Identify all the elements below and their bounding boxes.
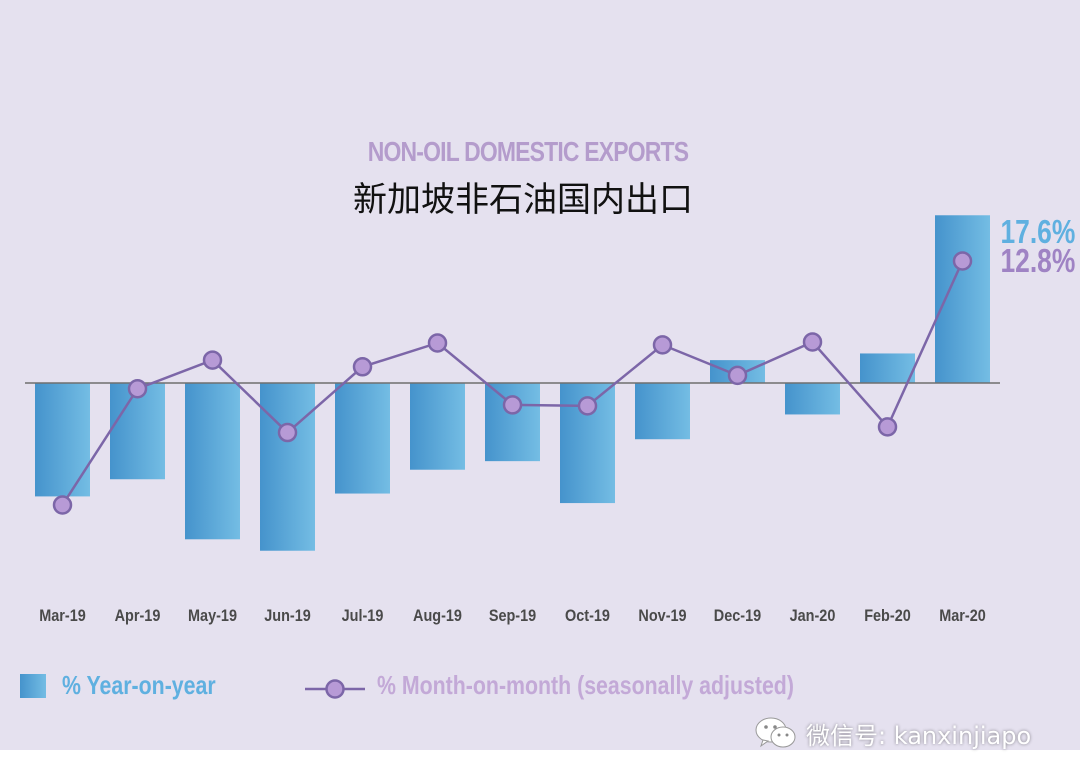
bar-sep-19: [485, 383, 540, 462]
x-tick-label: May-19: [188, 607, 237, 625]
bar-jul-19: [335, 383, 390, 494]
mom-point-jul-19: [352, 357, 373, 377]
bar-feb-20: [860, 353, 915, 383]
mom-point-apr-19: [127, 378, 148, 399]
x-tick-label: Mar-20: [939, 607, 986, 625]
bar-jan-20: [785, 383, 840, 415]
mom-point-nov-19: [652, 335, 673, 355]
legend-swatch-mom: [305, 679, 365, 699]
bar-nov-19: [635, 383, 690, 440]
x-tick-label: Sep-19: [489, 607, 537, 625]
legend-swatch-yoy: [20, 674, 46, 698]
chart-plot: Mar-19 Apr-19 May-19 Jun-19 Jul-19 Aug-19 Sep-…: [25, 214, 1076, 625]
x-tick-label: Jan-20: [790, 607, 836, 625]
bar-may-19: [185, 383, 240, 540]
chart-subtitle: 新加坡非石油国内出口: [353, 180, 693, 220]
mom-point-mar-19: [52, 495, 73, 515]
mom-point-jan-20: [802, 332, 823, 352]
bar-apr-19: [110, 383, 165, 480]
x-tick-label: Feb-20: [864, 607, 911, 625]
data-label-yoy-last: 17.6%: [1001, 214, 1076, 250]
mom-point-feb-20: [877, 417, 898, 437]
x-tick-label: Mar-19: [39, 607, 86, 625]
data-label-mom-last: 12.8%: [1001, 243, 1076, 279]
mom-point-may-19: [202, 350, 223, 370]
bar-mar-19: [35, 383, 90, 497]
watermark-text: 微信号: kanxinjiapo: [806, 721, 1032, 750]
x-tick-label: Aug-19: [413, 607, 462, 625]
mom-point-sep-19: [502, 395, 523, 415]
mom-point-oct-19: [577, 396, 598, 416]
x-tick-label: Jun-19: [264, 607, 311, 625]
bar-mar-20: [935, 215, 990, 383]
bar-jun-19: [260, 383, 315, 551]
legend-label-yoy: % Year-on-year: [62, 670, 216, 700]
x-tick-label: Nov-19: [638, 607, 686, 625]
chart-title: NON-OIL DOMESTIC EXPORTS: [367, 136, 689, 167]
mom-point-dec-19: [727, 365, 748, 386]
mom-point-mar-20: [952, 251, 973, 271]
mom-point-aug-19: [427, 333, 448, 353]
watermark: 微信号: kanxinjiapo: [754, 713, 1031, 753]
x-tick-label: Apr-19: [115, 607, 161, 625]
x-tick-label: Oct-19: [565, 607, 610, 625]
x-tick-label: Dec-19: [714, 607, 762, 625]
x-tick-label: Jul-19: [342, 607, 384, 625]
bar-aug-19: [410, 383, 465, 470]
mom-point-jun-19: [277, 422, 298, 443]
legend-label-mom: % Month-on-month (seasonally adjusted): [377, 670, 794, 700]
wechat-icon: [754, 715, 798, 751]
